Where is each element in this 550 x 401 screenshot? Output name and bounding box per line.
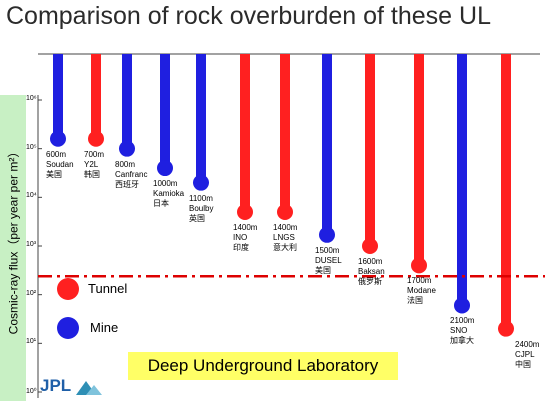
bar-end-lngs	[277, 203, 293, 220]
bar-end-modane	[411, 257, 427, 274]
site-label-name: CJPL	[515, 349, 535, 359]
site-label-country: 中国	[515, 359, 531, 369]
legend-mine-marker	[57, 317, 79, 339]
site-label-depth: 1400m	[233, 222, 258, 232]
site-label-lngs: 1400m LNGS 意大利	[273, 223, 297, 253]
site-label-country: 美国	[315, 265, 331, 275]
site-label-depth: 700m	[84, 149, 105, 159]
legend-mine-label: Mine	[90, 320, 119, 335]
bar-baksan	[365, 54, 375, 246]
site-label-cjpl: 2400m CJPL 中国	[515, 340, 539, 370]
site-label-modane: 1700m Modane 法国	[407, 276, 436, 306]
bar-canfranc	[122, 54, 132, 149]
site-label-depth: 600m	[46, 149, 67, 159]
bar-end-y2l	[88, 130, 104, 147]
site-label-depth: 1000m	[153, 179, 178, 189]
site-label-name: Modane	[407, 286, 436, 296]
site-label-name: Soudan	[46, 159, 74, 169]
bar-end-ino	[237, 203, 253, 220]
chart-title: Comparison of rock overburden of these U…	[6, 2, 491, 30]
site-label-depth: 1700m	[407, 276, 432, 286]
bar-y2l	[91, 54, 101, 139]
site-label-depth: 1100m	[189, 193, 213, 203]
site-label-depth: 1500m	[315, 245, 340, 255]
site-label-baksan: 1600m Baksan 俄罗斯	[358, 257, 385, 287]
site-label-name: LNGS	[273, 232, 295, 242]
site-label-name: INO	[233, 232, 248, 242]
deep-underground-lab-label: Deep Underground Laboratory	[147, 356, 379, 375]
y-tick-label: 10¹	[26, 338, 37, 346]
legend-tunnel-marker	[57, 278, 79, 300]
site-label-canfranc: 800m Canfranc 西班牙	[115, 160, 147, 190]
site-label-country: 加拿大	[450, 336, 474, 346]
bar-end-soudan	[50, 130, 66, 147]
bar-boulby	[196, 54, 206, 183]
site-label-name: Baksan	[358, 267, 385, 276]
site-label-country: 韩国	[84, 169, 100, 179]
bar-dusel	[322, 54, 332, 235]
logo-mountain-small-icon	[86, 385, 102, 395]
y-axis-label-box	[0, 95, 26, 401]
bar-end-baksan	[362, 238, 378, 254]
site-label-depth: 800m	[115, 159, 136, 169]
y-tick-label: 10²	[26, 289, 37, 297]
bar-lngs	[280, 54, 290, 212]
site-label-name: Kamioka	[153, 189, 185, 199]
site-label-country: 日本	[153, 199, 169, 209]
site-label-name: SNO	[450, 326, 468, 336]
bar-sno	[457, 54, 467, 306]
site-label-depth: 2100m	[450, 316, 475, 326]
site-label-country: 俄罗斯	[358, 277, 382, 286]
site-label-depth: 1400m	[273, 222, 298, 232]
y-tick-label: 10³	[26, 241, 37, 248]
site-label-boulby: 1100m Boulby 英国	[189, 194, 213, 224]
site-label-sno: 2100m SNO 加拿大	[450, 316, 474, 346]
site-label-country: 印度	[233, 242, 249, 252]
logo-text: JPL	[40, 376, 72, 395]
site-label-dusel: 1500m DUSEL 美国	[315, 246, 342, 276]
site-label-kamioka: 1000m Kamioka 日本	[153, 179, 184, 209]
legend-tunnel-label: Tunnel	[88, 281, 128, 296]
site-label-soudan: 600m Soudan 美国	[46, 150, 74, 180]
bar-end-cjpl	[498, 320, 514, 337]
bar-end-dusel	[319, 226, 335, 243]
site-label-country: 英国	[189, 213, 205, 223]
site-label-country: 美国	[46, 169, 62, 179]
bar-kamioka	[160, 54, 170, 169]
bar-end-canfranc	[119, 140, 135, 157]
site-label-y2l: 700m Y2L 韩国	[84, 150, 104, 180]
site-label-name: Canfranc	[115, 169, 148, 179]
site-label-depth: 2400m	[515, 339, 540, 349]
site-label-name: DUSEL	[315, 255, 342, 265]
site-label-country: 法国	[407, 296, 423, 306]
bar-end-sno	[454, 297, 470, 314]
y-tick-label: 10⁰	[26, 388, 37, 395]
bar-ino	[240, 54, 250, 212]
y-tick-label: 10⁵	[26, 143, 37, 151]
bar-soudan	[53, 54, 63, 139]
bar-modane	[414, 54, 424, 266]
bar-end-kamioka	[157, 160, 173, 177]
y-tick-label: 10⁶	[26, 95, 37, 102]
y-tick-label: 10⁴	[26, 192, 37, 200]
site-label-country: 西班牙	[115, 179, 139, 189]
site-label-name: Y2L	[84, 159, 99, 169]
bar-end-boulby	[193, 174, 209, 191]
bar-cjpl	[501, 54, 511, 329]
site-label-ino: 1400m INO 印度	[233, 223, 257, 253]
site-label-depth: 1600m	[358, 257, 383, 266]
deep-underground-lab-box: Deep Underground Laboratory	[128, 352, 398, 380]
site-label-name: Boulby	[189, 203, 214, 213]
site-label-country: 意大利	[273, 242, 297, 252]
